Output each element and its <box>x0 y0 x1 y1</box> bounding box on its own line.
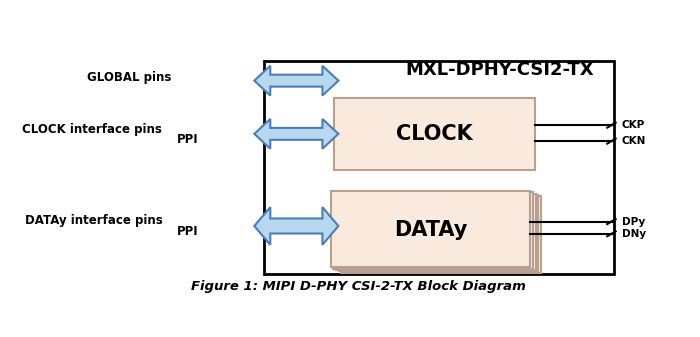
Polygon shape <box>254 207 338 245</box>
Text: CLOCK interface pins: CLOCK interface pins <box>22 123 162 136</box>
Bar <box>339 195 538 271</box>
Text: CLOCK: CLOCK <box>396 124 473 144</box>
Text: CKN: CKN <box>622 136 646 146</box>
Bar <box>336 193 536 270</box>
Text: MXL-DPHY-CSI2-TX: MXL-DPHY-CSI2-TX <box>405 61 594 79</box>
Text: DPy: DPy <box>622 217 645 226</box>
Text: DATAy interface pins: DATAy interface pins <box>25 214 162 227</box>
Text: PPI: PPI <box>177 133 199 146</box>
Polygon shape <box>254 66 338 96</box>
Text: DNy: DNy <box>622 229 646 239</box>
Text: PPI: PPI <box>177 225 199 238</box>
Bar <box>335 97 535 170</box>
Text: GLOBAL pins: GLOBAL pins <box>88 71 172 84</box>
Text: Figure 1: MIPI D-PHY CSI-2-TX Block Diagram: Figure 1: MIPI D-PHY CSI-2-TX Block Diag… <box>191 280 526 294</box>
Bar <box>330 191 530 268</box>
Text: CKP: CKP <box>622 120 645 130</box>
Bar <box>264 61 614 274</box>
Polygon shape <box>254 119 338 149</box>
Bar <box>333 192 533 269</box>
Bar <box>342 196 541 273</box>
Text: DATAy: DATAy <box>393 220 467 240</box>
